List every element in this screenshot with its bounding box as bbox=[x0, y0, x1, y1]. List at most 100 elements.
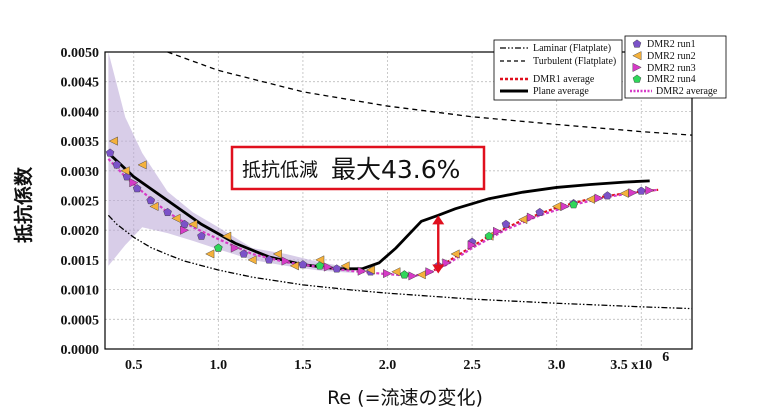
marker-dmr2-run3 bbox=[594, 193, 604, 203]
marker-dmr2-run1 bbox=[163, 207, 172, 216]
marker-dmr2-run2 bbox=[518, 214, 528, 225]
legend-run3-label: DMR2 run3 bbox=[647, 63, 696, 74]
marker-dmr2-run1 bbox=[332, 264, 341, 273]
marker-dmr2-run1 bbox=[132, 184, 142, 193]
marker-dmr2-run2 bbox=[247, 255, 257, 265]
legend-run1-label: DMR2 run1 bbox=[647, 39, 696, 50]
marker-dmr2-run3 bbox=[180, 225, 190, 235]
marker-dmr2-run3 bbox=[357, 266, 367, 276]
marker-dmr2-run2 bbox=[149, 201, 159, 211]
marker-dmr2-run1 bbox=[603, 191, 612, 200]
legend-dmr2: DMR2 run1 DMR2 run2 DMR2 run3 DMR2 run4 … bbox=[624, 35, 727, 99]
callout-box bbox=[230, 145, 486, 191]
y-tick-labels: 0.0000 0.0005 0.0010 0.0015 0.0020 0.0025 0.00… bbox=[61, 46, 100, 358]
marker-dmr2-run2 bbox=[619, 188, 629, 198]
marker-dmr2-run4 bbox=[214, 243, 223, 252]
legend-laminar-label: Laminar (Flatplate) bbox=[533, 43, 611, 54]
y-axis-title: 抵抗係数 bbox=[12, 166, 35, 243]
x-tick-label: 1.5 bbox=[294, 358, 312, 373]
marker-dmr2-run2 bbox=[108, 136, 118, 146]
legend-dmr2avg-label: DMR2 average bbox=[656, 86, 718, 97]
legend-symbol-dmr2-run1 bbox=[632, 39, 642, 48]
legend-run2-label: DMR2 run2 bbox=[647, 51, 696, 62]
y-tick-label: 0.0005 bbox=[61, 313, 100, 328]
arrow-head-top bbox=[432, 215, 445, 225]
x-tick-label: 3.5 x10 bbox=[610, 358, 652, 373]
line-plane-average bbox=[107, 151, 650, 271]
legend-plane-label: Plane average bbox=[533, 86, 589, 97]
marker-dmr2-run3 bbox=[230, 243, 240, 253]
marker-dmr2-run3 bbox=[129, 178, 139, 188]
y-tick-label: 0.0010 bbox=[61, 284, 100, 299]
y-tick-label: 0.0025 bbox=[61, 195, 100, 210]
marker-dmr2-run3 bbox=[408, 271, 418, 281]
y-tick-label: 0.0020 bbox=[61, 224, 100, 239]
reduction-arrow bbox=[432, 215, 445, 274]
y-tick-label: 0.0000 bbox=[61, 343, 100, 358]
legend-turbulent-label: Turbulent (Flatplate) bbox=[533, 56, 616, 67]
line-laminar-flatplate- bbox=[107, 214, 693, 310]
legend-symbol-dmr2-run3 bbox=[632, 62, 642, 72]
marker-dmr2-run3 bbox=[425, 267, 435, 277]
callout-prefix: 抵抗低減 bbox=[242, 159, 318, 181]
legend-symbol-dmr2-run2 bbox=[632, 51, 642, 61]
marker-dmr2-run1 bbox=[197, 231, 206, 240]
x-exponent: 6 bbox=[662, 350, 669, 365]
plot-frame bbox=[104, 51, 693, 350]
x-tick-label: 3.0 bbox=[548, 358, 566, 373]
marker-dmr2-run2 bbox=[137, 160, 147, 170]
marker-dmr2-run1 bbox=[264, 255, 274, 264]
y-tick-label: 0.0040 bbox=[61, 105, 100, 120]
marker-dmr2-run2 bbox=[222, 231, 232, 241]
marker-dmr2-run3 bbox=[383, 269, 393, 279]
marker-dmr2-run2 bbox=[205, 249, 215, 259]
marker-dmr2-run1 bbox=[105, 148, 115, 157]
y-tick-label: 0.0030 bbox=[61, 165, 100, 180]
reduction-callout: 抵抗低減 最大43.6% bbox=[230, 145, 486, 191]
marker-dmr2-run3 bbox=[442, 258, 452, 268]
marker-dmr2-run3 bbox=[493, 226, 503, 236]
marker-dmr2-run3 bbox=[560, 201, 570, 211]
legend-symbol-dmr2-run4 bbox=[632, 74, 642, 83]
marker-dmr2-run4 bbox=[569, 200, 578, 209]
x-tick-label: 0.5 bbox=[125, 358, 143, 373]
marker-dmr2-run3 bbox=[323, 262, 333, 272]
marker-dmr2-run1 bbox=[112, 160, 122, 169]
y-tick-label: 0.0015 bbox=[61, 254, 100, 269]
marker-dmr2-run1 bbox=[180, 219, 189, 228]
marker-dmr2-run2 bbox=[416, 270, 426, 280]
marker-dmr2-run2 bbox=[289, 261, 299, 271]
marker-dmr2-run2 bbox=[272, 249, 282, 259]
dmr2-band bbox=[108, 52, 354, 273]
marker-dmr2-run2 bbox=[188, 219, 198, 229]
marker-dmr2-run4 bbox=[400, 270, 409, 279]
y-tick-label: 0.0035 bbox=[61, 135, 100, 150]
dmr2-confidence-band bbox=[108, 52, 354, 273]
x-axis-title: Re (=流速の変化) bbox=[327, 387, 483, 409]
legend-dmr1-label: DMR1 average bbox=[533, 74, 595, 85]
x-tick-label: 2.5 bbox=[463, 358, 481, 373]
marker-dmr2-run2 bbox=[120, 166, 130, 176]
marker-dmr2-run4 bbox=[315, 261, 325, 270]
marker-dmr2-run3 bbox=[628, 188, 638, 198]
marker-dmr2-run1 bbox=[239, 249, 248, 258]
legend-plate: Laminar (Flatplate) Turbulent (Flatplate… bbox=[493, 39, 623, 101]
x-tick-labels: 0.5 1.0 1.5 2.0 2.5 3.0 3.5 x10 bbox=[125, 358, 652, 373]
arrow-head-bottom bbox=[432, 264, 445, 274]
x-tick-label: 2.0 bbox=[379, 358, 397, 373]
marker-dmr2-run1 bbox=[637, 186, 646, 195]
marker-dmr2-run4 bbox=[484, 231, 494, 240]
marker-dmr2-run2 bbox=[450, 249, 460, 259]
marker-dmr2-run1 bbox=[535, 207, 544, 216]
marker-dmr2-run3 bbox=[645, 185, 655, 195]
x-tick-label: 1.0 bbox=[210, 358, 228, 373]
y-tick-label: 0.0045 bbox=[61, 76, 100, 91]
marker-dmr2-run3 bbox=[281, 256, 291, 266]
marker-dmr2-run3 bbox=[526, 212, 536, 222]
y-tick-label: 0.0050 bbox=[61, 46, 100, 61]
series-markers bbox=[105, 136, 655, 281]
marker-dmr2-run2 bbox=[391, 267, 401, 277]
callout-value: 最大43.6% bbox=[331, 155, 460, 184]
marker-dmr2-run2 bbox=[365, 265, 375, 275]
